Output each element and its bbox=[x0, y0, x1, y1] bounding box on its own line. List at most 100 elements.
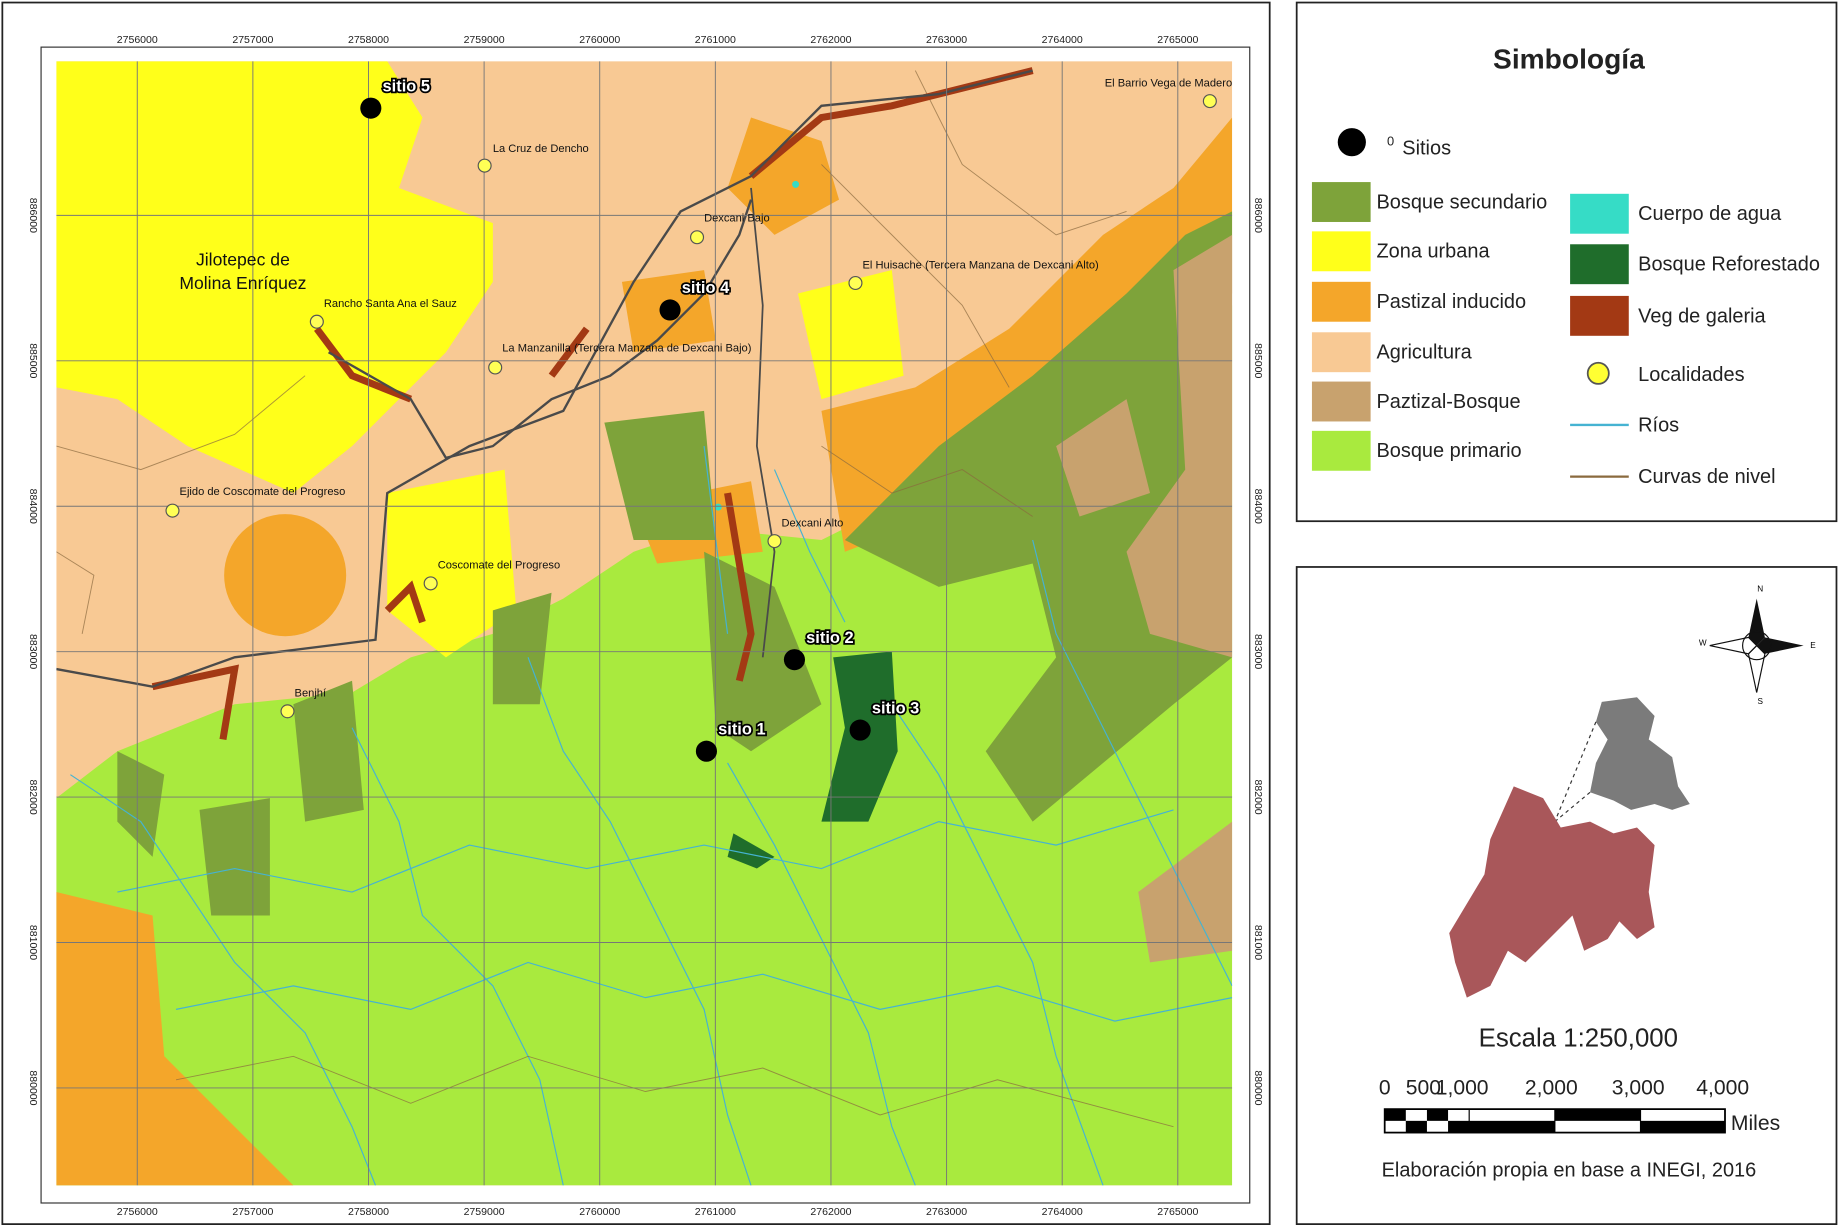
y-coord-right: 883000 bbox=[1252, 634, 1264, 669]
compass-s: S bbox=[1757, 697, 1763, 706]
x-coord-bottom: 2760000 bbox=[579, 1206, 620, 1218]
locality-label: Dexcani Bajo bbox=[704, 212, 770, 224]
legend-swatch bbox=[1311, 182, 1371, 222]
source: Elaboración propia en base a INEGI, 2016 bbox=[1382, 1160, 1757, 1182]
scale-cell bbox=[1640, 1120, 1725, 1133]
x-coord-top: 2758000 bbox=[348, 34, 389, 46]
site-label: sitio 4 bbox=[682, 279, 730, 297]
x-coord-top: 2761000 bbox=[695, 34, 736, 46]
secondary-forest bbox=[293, 680, 364, 822]
legend: Bosque secundario Zona urbana Pastizal ind… bbox=[1311, 182, 1820, 471]
site-marker bbox=[849, 719, 871, 741]
y-coord-right: 881000 bbox=[1252, 925, 1264, 960]
grass-forest bbox=[1126, 234, 1233, 658]
legend-label: Veg de galeria bbox=[1638, 305, 1766, 327]
compass-rose bbox=[1709, 598, 1804, 693]
compass-e: E bbox=[1810, 641, 1816, 650]
induced-grassland bbox=[727, 117, 840, 235]
induced-grassland bbox=[821, 117, 1233, 552]
scale-title: Escala 1:250,000 bbox=[1479, 1025, 1678, 1053]
site-label: sitio 2 bbox=[806, 629, 853, 647]
secondary-forest bbox=[492, 592, 552, 705]
legend-swatch bbox=[1311, 281, 1371, 322]
site-label: sitio 1 bbox=[718, 720, 765, 738]
y-coord-right: 880000 bbox=[1252, 1070, 1264, 1105]
x-coord-bottom: 2762000 bbox=[810, 1206, 851, 1218]
legend-label: Agricultura bbox=[1376, 342, 1472, 364]
town-label: Jilotepec de bbox=[196, 249, 290, 269]
locality-marker bbox=[165, 503, 180, 518]
town-label: Molina Enríquez bbox=[179, 273, 306, 293]
legend-swatch bbox=[1311, 381, 1371, 422]
x-coord-bottom: 2759000 bbox=[464, 1206, 505, 1218]
induced-grassland bbox=[56, 892, 294, 1186]
map-neatline bbox=[40, 46, 1251, 1204]
grass-forest bbox=[1056, 399, 1150, 517]
locality-marker bbox=[309, 314, 324, 329]
locality-label: El Huisache (Tercera Manzana de Dexcani … bbox=[862, 259, 1099, 271]
legend-swatch bbox=[1570, 295, 1629, 336]
scale-label: 500 bbox=[1406, 1077, 1441, 1100]
scale-cell bbox=[1554, 1109, 1641, 1121]
reforested-forest bbox=[727, 833, 775, 869]
x-coord-bottom: 2765000 bbox=[1157, 1206, 1198, 1218]
riparian-vegetation bbox=[151, 67, 1034, 741]
compass-n: N bbox=[1757, 584, 1763, 593]
rivers bbox=[70, 446, 1233, 1186]
locality-marker bbox=[848, 275, 863, 291]
legend-swatch bbox=[1311, 430, 1371, 471]
legend-swatch bbox=[1311, 332, 1371, 373]
y-coord-left: 882000 bbox=[27, 779, 39, 814]
y-coord-left: 886000 bbox=[27, 198, 39, 233]
x-coord-top: 2763000 bbox=[926, 34, 967, 46]
locality-marker bbox=[1202, 94, 1217, 109]
secondary-forest bbox=[117, 751, 165, 857]
water-body bbox=[714, 503, 722, 511]
urban-zone bbox=[797, 270, 904, 400]
road bbox=[327, 199, 753, 460]
locality-label: Ejido de Coscomate del Progreso bbox=[180, 486, 346, 498]
locality-label: Benjhí bbox=[295, 688, 327, 700]
scale-cell bbox=[1469, 1120, 1555, 1133]
locality-marker bbox=[690, 230, 705, 245]
scale-unit: Miles bbox=[1731, 1112, 1780, 1135]
x-coord-top: 2759000 bbox=[464, 34, 505, 46]
legend-label: Cuerpo de agua bbox=[1638, 203, 1782, 225]
scale-label: 0 bbox=[1379, 1077, 1391, 1100]
legend-localities: Localidades bbox=[1638, 364, 1744, 386]
inset-region-red bbox=[1449, 786, 1655, 998]
y-coord-right: 882000 bbox=[1252, 779, 1264, 814]
legend-swatch bbox=[1311, 231, 1371, 272]
scale-label: 1,000 bbox=[1436, 1077, 1489, 1100]
site-marker bbox=[783, 649, 805, 671]
scale-cell bbox=[1448, 1120, 1470, 1133]
locality-label: El Barrio Vega de Madero bbox=[1105, 77, 1232, 89]
legend-swatch bbox=[1570, 193, 1629, 234]
secondary-forest bbox=[844, 211, 1233, 822]
map-body: sitio 5 sitio 4 sitio 2 sitio 3 sitio 1 La Cr… bbox=[56, 61, 1233, 1186]
legend-title: Simbología bbox=[1493, 44, 1645, 75]
locality-marker bbox=[477, 158, 492, 173]
locality-label: La Cruz de Dencho bbox=[493, 143, 589, 155]
locality-label: Coscomate del Progreso bbox=[438, 560, 560, 572]
water-body bbox=[792, 180, 800, 188]
y-coord-left: 884000 bbox=[27, 489, 39, 524]
x-coord-bottom: 2763000 bbox=[926, 1206, 967, 1218]
site-marker bbox=[360, 97, 382, 119]
locality-marker bbox=[423, 576, 438, 591]
coordinates: 2756000 2756000 2757000 2757000 2758000 27580… bbox=[27, 34, 1264, 1218]
secondary-forest bbox=[604, 410, 716, 540]
legend-label: Zona urbana bbox=[1376, 241, 1490, 263]
induced-grassland bbox=[224, 514, 347, 637]
inset-region-gray bbox=[1590, 697, 1690, 810]
x-coord-bottom: 2756000 bbox=[117, 1206, 158, 1218]
locality-marker bbox=[280, 704, 295, 719]
places: sitio 5 sitio 4 sitio 2 sitio 3 sitio 1 La Cr… bbox=[165, 76, 1232, 762]
site-marker bbox=[659, 299, 681, 321]
legend-contours: Curvas de nivel bbox=[1638, 466, 1775, 488]
site-marker bbox=[695, 740, 717, 762]
legend-frame bbox=[1295, 1, 1838, 523]
x-coord-bottom: 2764000 bbox=[1042, 1206, 1083, 1218]
x-coord-bottom: 2761000 bbox=[695, 1206, 736, 1218]
